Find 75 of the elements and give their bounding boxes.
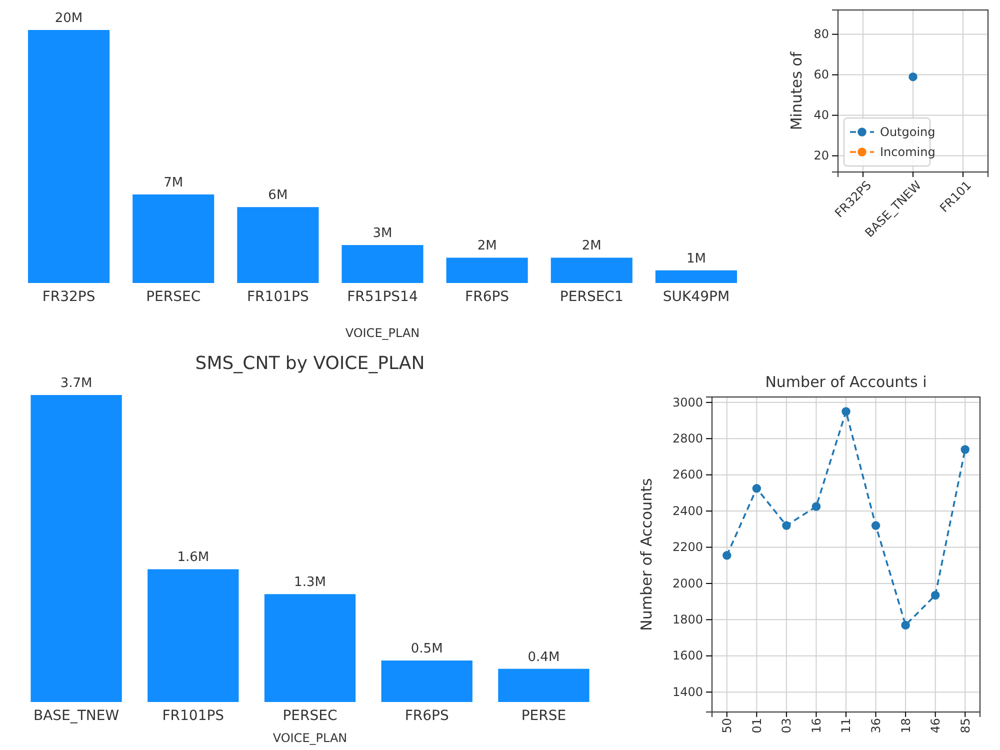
data-label: 1.6M (177, 550, 210, 566)
x-tick-label: SUK49PM (662, 288, 730, 305)
data-label: 2M (582, 238, 602, 254)
data-label: 2M (477, 238, 497, 254)
x-axis-title: VOICE_PLAN (272, 731, 348, 745)
point (930, 590, 940, 600)
bar (342, 245, 424, 283)
bar (498, 668, 590, 702)
data-label: 6M (268, 188, 288, 204)
bar (28, 30, 110, 283)
point (871, 521, 880, 530)
y-tick-label: 2000 (672, 576, 703, 590)
x-tick-label: PERSEC (282, 708, 338, 724)
x-tick-label: PERSE (521, 708, 566, 724)
y-tick-label: 1400 (672, 684, 703, 699)
x-tick-label: 36 (868, 718, 883, 734)
bar (446, 258, 528, 283)
y-tick-label: 20 (814, 148, 829, 163)
x-tick-label: 50 (720, 718, 734, 734)
y-tick-label: 80 (814, 27, 829, 42)
x-tick-label: FR101PS (162, 708, 224, 724)
y-tick-label: 2800 (672, 431, 703, 446)
data-label: 3M (372, 226, 392, 242)
y-tick-label: 40 (814, 108, 829, 122)
y-axis-title: Number of Accounts (637, 478, 656, 631)
bar (381, 660, 472, 702)
data-label: 1.3M (294, 575, 326, 590)
point (960, 445, 970, 454)
bar (237, 207, 319, 283)
y-tick-label: 60 (814, 68, 829, 82)
x-tick-label: PERSEC1 (560, 288, 624, 305)
x-tick-label: FR6PS (465, 288, 510, 305)
data-label: 7M (164, 175, 184, 190)
bar (550, 258, 632, 283)
y-tick-label: 1800 (672, 612, 703, 627)
bar (264, 594, 356, 702)
x-tick-label: BASE_TNEW (33, 708, 120, 724)
x-tick-label: FR32PS (42, 288, 96, 305)
point (752, 484, 762, 493)
point (901, 620, 910, 630)
x-tick-label: FR101PS (247, 288, 309, 305)
x-tick-label: 16 (809, 718, 824, 734)
y-tick-label: 2600 (672, 468, 703, 482)
bar (655, 270, 737, 283)
x-tick-label: 46 (928, 718, 943, 734)
legend-label: Incoming (880, 145, 936, 160)
point (812, 502, 821, 511)
x-tick-label: 18 (898, 718, 913, 734)
legend-label: Outgoing (880, 125, 936, 140)
chart-title: SMS_CNT by VOICE_PLAN (195, 353, 425, 374)
point (842, 407, 850, 416)
x-tick-label: PERSEC (146, 288, 201, 305)
x-tick-label: 85 (958, 718, 972, 734)
x-tick-label: 01 (750, 718, 764, 734)
y-tick-label: 2400 (672, 504, 703, 518)
point (782, 521, 791, 530)
y-tick-label: 2200 (672, 540, 703, 554)
point (722, 551, 732, 560)
data-label: 3.7M (60, 376, 92, 391)
y-tick-label: 3000 (672, 395, 703, 410)
bar (30, 395, 122, 702)
bar (148, 569, 239, 702)
chart-title: Number of Accounts i (765, 373, 927, 391)
x-tick-label: 03 (780, 718, 794, 734)
bar (132, 194, 214, 283)
y-tick-label: 1600 (672, 648, 703, 663)
x-tick-label: FR6PS (404, 708, 449, 724)
data-label: 0.4M (528, 650, 560, 665)
data-label: 20M (54, 11, 83, 26)
x-tick-label: FR51PS14 (347, 288, 418, 305)
x-axis-title: VOICE_PLAN (345, 326, 420, 340)
data-label: 0.5M (410, 642, 443, 657)
data-label: 1M (686, 251, 706, 266)
x-tick-label: 11 (839, 718, 854, 734)
y-axis-title: Minutes of (787, 51, 806, 130)
